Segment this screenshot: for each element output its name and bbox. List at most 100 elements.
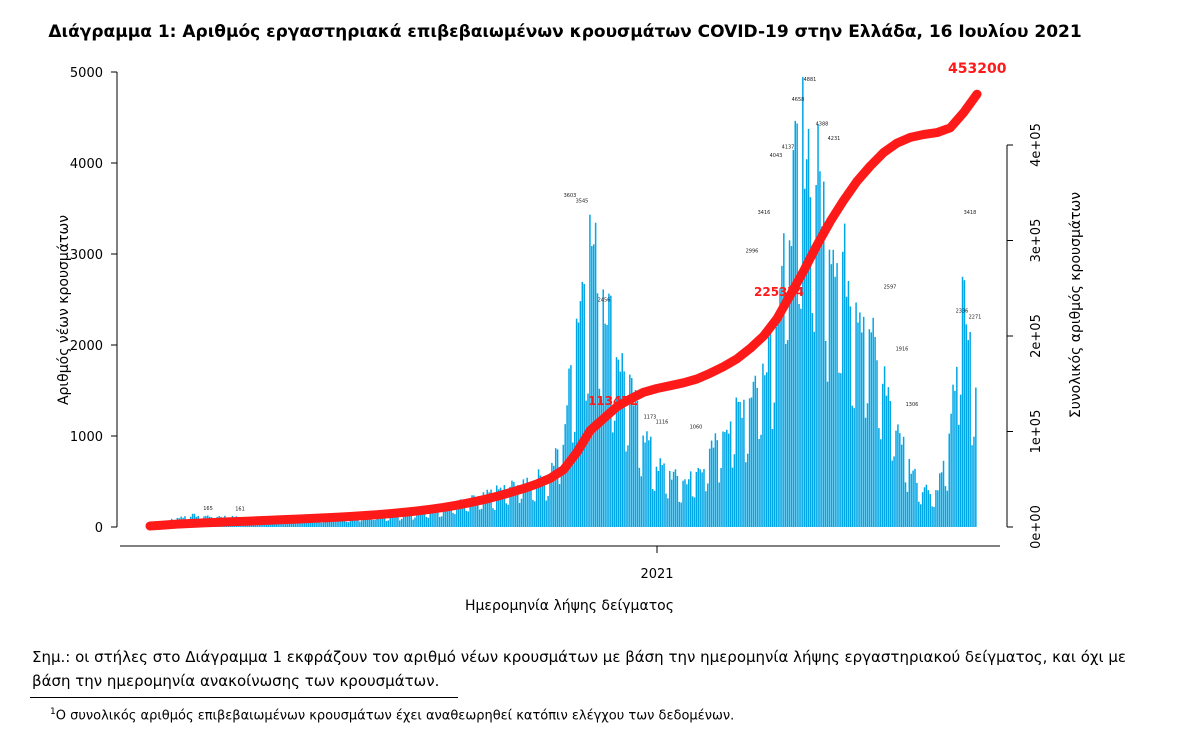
daily-bar <box>338 517 340 527</box>
daily-bar <box>682 480 684 527</box>
daily-bar <box>650 436 652 527</box>
bar-value-label: 161 <box>235 506 245 512</box>
daily-bar <box>906 491 909 527</box>
y-tick-label: 3000 <box>70 248 103 263</box>
daily-bar <box>629 374 631 527</box>
daily-bar <box>473 495 475 527</box>
daily-bar <box>695 471 698 527</box>
daily-bar <box>804 188 806 528</box>
daily-bar <box>855 302 857 527</box>
daily-bar <box>910 473 912 527</box>
daily-bar <box>659 458 662 527</box>
daily-bar <box>564 424 566 527</box>
daily-bar <box>534 501 536 527</box>
daily-bar <box>634 389 637 527</box>
daily-bar <box>760 434 762 527</box>
daily-bar <box>606 324 608 527</box>
daily-bar <box>836 263 838 527</box>
daily-bar <box>657 470 660 527</box>
daily-bar <box>861 332 863 527</box>
daily-bar <box>857 322 859 527</box>
y-tick-label: 1000 <box>70 430 103 445</box>
daily-bar <box>340 518 342 527</box>
daily-bar <box>914 468 916 527</box>
daily-bar <box>792 150 795 527</box>
daily-bar <box>334 520 336 527</box>
daily-bar <box>613 420 616 527</box>
daily-bar <box>611 432 614 527</box>
daily-bar <box>699 469 701 527</box>
daily-bar <box>359 521 361 527</box>
daily-bar <box>775 326 777 527</box>
daily-bar <box>937 490 939 527</box>
axes: 0 1000 2000 3000 4000 5000 2021 0e+00 1e+05 2e+05… <box>70 66 1044 582</box>
daily-bar <box>326 517 329 527</box>
daily-bar <box>357 515 359 527</box>
daily-bar <box>349 517 352 527</box>
daily-bar <box>376 516 378 527</box>
daily-bar <box>737 401 739 527</box>
daily-bar <box>902 436 905 527</box>
daily-bar <box>630 378 633 527</box>
daily-bar <box>674 469 677 527</box>
daily-bar <box>887 387 890 527</box>
daily-bar <box>492 508 494 527</box>
daily-bar <box>672 471 675 527</box>
daily-bar <box>573 431 576 527</box>
daily-bar <box>653 490 656 527</box>
daily-bar <box>756 387 758 527</box>
daily-bar <box>893 456 895 527</box>
cumulative-annotation: 453200 <box>948 61 1007 77</box>
daily-bar <box>764 375 766 527</box>
daily-bar <box>509 486 511 527</box>
daily-bar <box>899 433 901 527</box>
cumulative-annotation: 225374 <box>754 285 804 299</box>
daily-bar <box>507 504 509 527</box>
daily-bar <box>805 159 808 527</box>
daily-bar <box>954 390 956 527</box>
daily-bar <box>710 440 713 527</box>
daily-bar <box>496 485 498 527</box>
daily-bar <box>391 514 393 527</box>
daily-bar <box>501 489 504 527</box>
daily-bar <box>524 485 527 527</box>
daily-bar <box>433 505 435 527</box>
daily-bar <box>874 336 876 527</box>
daily-bar <box>843 223 846 527</box>
daily-bar <box>402 514 405 527</box>
daily-bar <box>807 128 810 527</box>
daily-bar <box>889 400 892 527</box>
daily-bar <box>305 522 308 527</box>
bar-value-label: 3418 <box>964 210 977 216</box>
daily-bar <box>545 500 547 527</box>
daily-bar <box>562 444 565 527</box>
daily-bar <box>971 445 973 527</box>
daily-bar <box>319 521 321 527</box>
daily-bar <box>670 479 673 527</box>
daily-bar <box>883 366 886 527</box>
daily-bar <box>589 214 591 527</box>
daily-bar <box>669 471 671 527</box>
daily-bar <box>705 491 707 527</box>
daily-bar <box>733 454 736 527</box>
daily-bar <box>644 442 646 527</box>
daily-bar <box>587 393 589 527</box>
daily-bar <box>431 510 433 527</box>
daily-bar <box>383 514 386 527</box>
cumulative-annotation: 113472 <box>588 394 638 408</box>
daily-bar <box>461 500 464 527</box>
daily-bar <box>528 484 530 527</box>
daily-bar <box>416 510 418 527</box>
daily-bar <box>421 507 424 527</box>
daily-bar <box>395 514 397 527</box>
daily-bar <box>423 508 426 527</box>
daily-bar <box>317 518 319 527</box>
daily-bar <box>661 465 663 527</box>
daily-bar <box>429 509 431 527</box>
daily-bar <box>355 515 357 527</box>
daily-bar <box>758 438 760 527</box>
daily-bar <box>281 522 283 527</box>
daily-bar <box>406 513 409 527</box>
daily-bar <box>754 375 757 527</box>
daily-bar <box>440 516 443 527</box>
